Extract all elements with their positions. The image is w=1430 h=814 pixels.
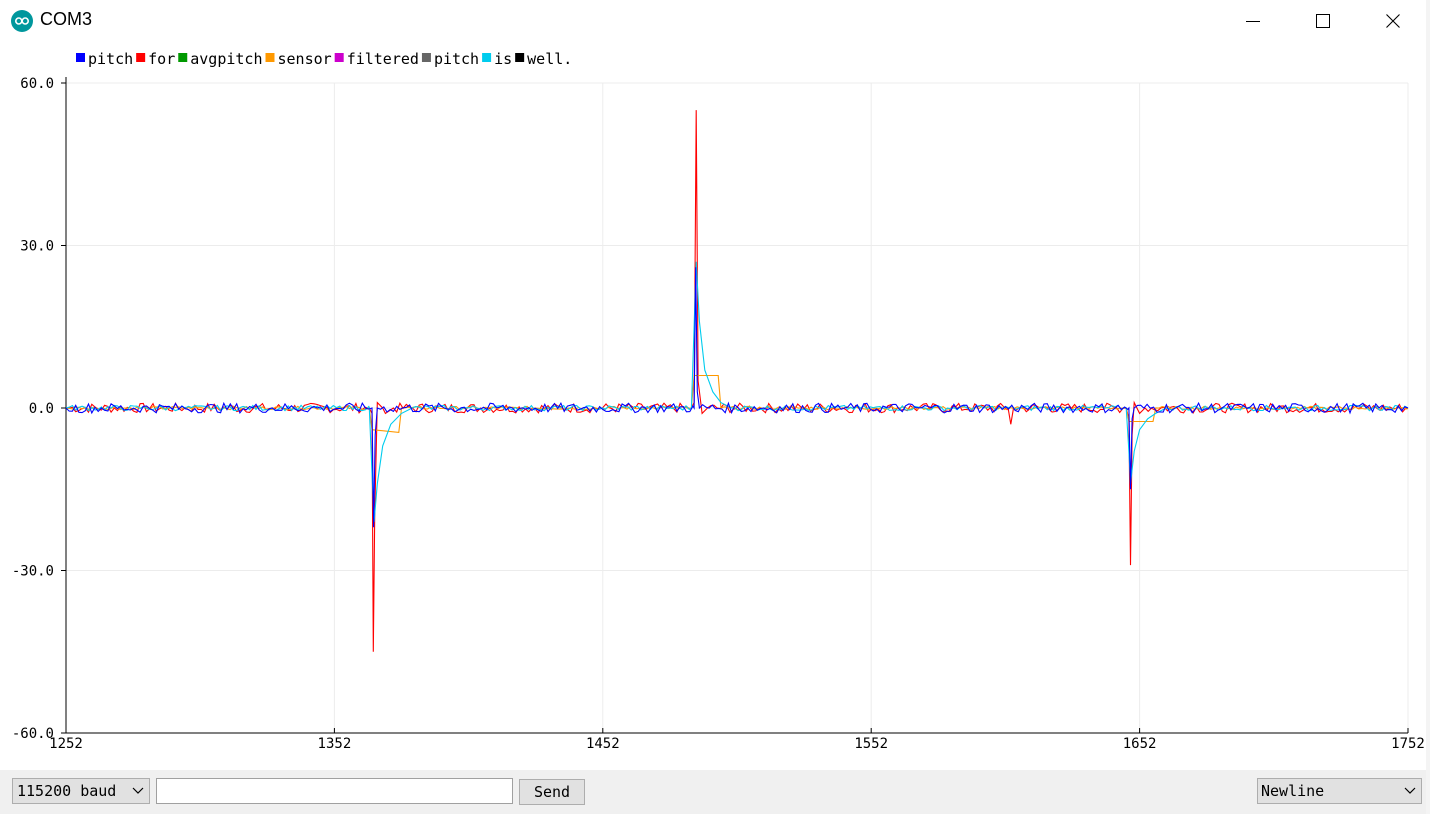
window-edge — [1426, 0, 1430, 814]
bottom-toolbar: 115200 baud Send Newline — [0, 770, 1430, 814]
close-icon — [1386, 14, 1400, 28]
series-line-is — [65, 261, 1409, 522]
series-line-pitch — [65, 267, 1409, 528]
legend-label: for — [148, 50, 175, 68]
x-tick-label: 1252 — [49, 736, 83, 752]
legend-swatch — [482, 53, 492, 62]
legend-swatch — [421, 53, 431, 62]
x-tick-label: 1752 — [1391, 736, 1425, 752]
y-tick-label: 60.0 — [20, 76, 54, 92]
arduino-logo-icon — [11, 10, 33, 32]
y-tick-label: -60.0 — [12, 726, 54, 742]
serial-plotter: 60.0 30.0 0.0 -30.0 -60.0 1252 1352 1452 1552 165… — [0, 44, 1430, 770]
maximize-button[interactable] — [1288, 0, 1358, 44]
x-tick-label: 1552 — [854, 736, 888, 752]
baud-rate-select[interactable]: 115200 baud — [12, 778, 150, 804]
legend-label: pitch — [88, 50, 133, 68]
baud-rate-value: 115200 baud — [17, 782, 117, 800]
minimize-icon — [1246, 21, 1260, 22]
title-bar: COM3 — [0, 0, 1430, 44]
legend-label: pitch — [434, 50, 479, 68]
series-line-sensor — [65, 374, 1409, 434]
x-tick-label: 1652 — [1123, 736, 1157, 752]
y-tick-label: 30.0 — [20, 239, 54, 255]
window-title: COM3 — [40, 9, 93, 29]
send-button[interactable]: Send — [519, 779, 585, 805]
chevron-down-icon — [1403, 779, 1417, 803]
line-ending-select[interactable]: Newline — [1257, 778, 1422, 804]
legend-label: sensor — [278, 50, 332, 68]
y-tick-label: -30.0 — [12, 564, 54, 580]
chevron-down-icon — [131, 779, 145, 803]
legend-swatch — [515, 53, 525, 62]
legend-swatch — [76, 53, 85, 62]
message-input[interactable] — [156, 778, 513, 804]
legend-label: filtered — [347, 50, 419, 68]
legend-swatch — [178, 53, 188, 62]
x-tick-label: 1452 — [586, 736, 620, 752]
legend-swatch — [136, 53, 146, 62]
legend-swatch — [265, 53, 275, 62]
line-ending-value: Newline — [1261, 782, 1325, 800]
legend-label: is — [494, 50, 512, 68]
close-button[interactable] — [1358, 0, 1428, 44]
y-tick-label: 0.0 — [29, 401, 54, 417]
legend-label: avgpitch — [190, 50, 262, 68]
maximize-icon — [1316, 14, 1330, 28]
minimize-button[interactable] — [1218, 0, 1288, 44]
x-tick-label: 1352 — [318, 736, 352, 752]
legend-label: well. — [527, 50, 572, 68]
legend-swatch — [334, 53, 344, 62]
